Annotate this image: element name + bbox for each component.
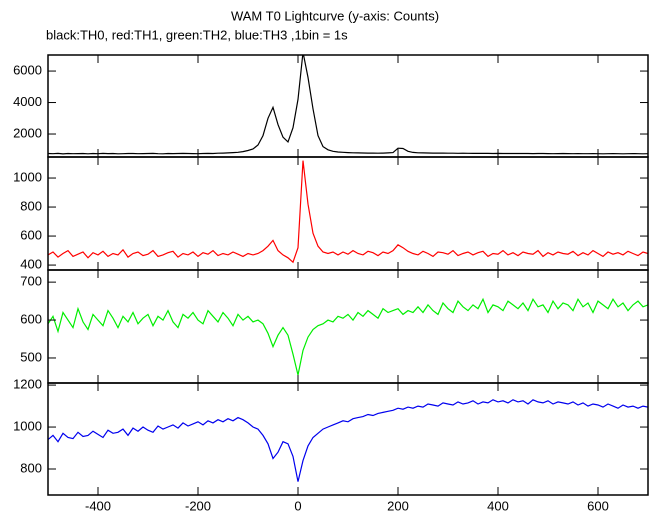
x-tick-label: -400 <box>85 498 111 513</box>
y-tick-label: 2000 <box>13 125 42 140</box>
light-curve <box>48 399 648 482</box>
y-tick-label: 600 <box>20 311 42 326</box>
y-tick-label: 800 <box>20 460 42 475</box>
panel-frame <box>47 269 649 384</box>
panel-frame <box>47 156 649 271</box>
light-curve <box>48 297 648 376</box>
x-tick-label: -200 <box>185 498 211 513</box>
y-tick-label: 1000 <box>13 169 42 184</box>
x-tick-label: 600 <box>587 498 609 513</box>
light-curve <box>48 160 648 264</box>
x-tick-label: 400 <box>487 498 509 513</box>
y-tick-label: 1200 <box>13 377 42 392</box>
y-tick-label: 500 <box>20 349 42 364</box>
y-tick-label: 1000 <box>13 418 42 433</box>
y-tick-label: 600 <box>20 227 42 242</box>
chart-subtitle: black:TH0, red:TH1, green:TH2, blue:TH3 … <box>46 27 348 42</box>
y-tick-label: 800 <box>20 198 42 213</box>
y-tick-label: 4000 <box>13 94 42 109</box>
y-tick-label: 400 <box>20 257 42 272</box>
x-tick-label: 0 <box>294 498 301 513</box>
x-tick-label: 200 <box>387 498 409 513</box>
y-tick-label: 6000 <box>13 62 42 77</box>
chart-title: WAM T0 Lightcurve (y-axis: Counts) <box>231 8 439 23</box>
light-curve <box>48 55 648 155</box>
y-tick-label: 700 <box>20 274 42 289</box>
panel-frame <box>47 54 649 158</box>
panel-frame <box>47 382 649 496</box>
